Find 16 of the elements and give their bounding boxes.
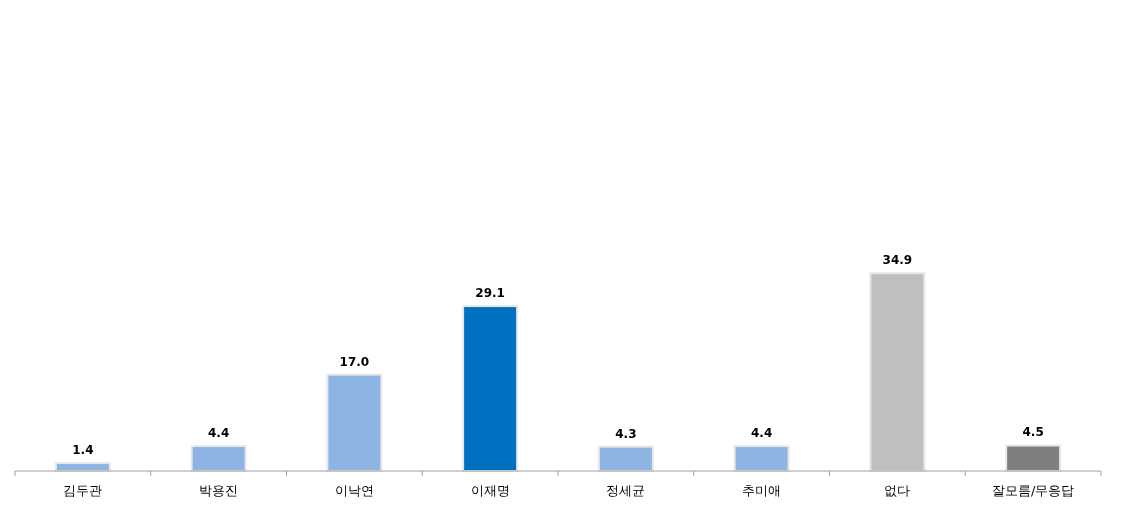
data-label: 4.4 xyxy=(207,426,230,441)
data-label: 34.9 xyxy=(882,253,913,268)
x-tick-label: 김두관 xyxy=(63,483,103,498)
data-label: 29.1 xyxy=(475,286,505,301)
data-label: 4.4 xyxy=(750,426,773,441)
data-label: 4.3 xyxy=(615,426,637,441)
data-label: 1.4 xyxy=(72,443,94,458)
data-label: 17.0 xyxy=(339,354,370,369)
x-tick-label: 없다 xyxy=(884,483,911,498)
x-tick-label: 이낙연 xyxy=(334,483,374,498)
x-tick-label: 추미애 xyxy=(742,483,782,498)
x-tick-label: 정세균 xyxy=(606,483,646,498)
x-tick-label: 잘모름/무응답 xyxy=(991,483,1075,498)
x-tick-label: 박용진 xyxy=(199,483,239,498)
x-tick-label: 이재명 xyxy=(470,483,510,498)
data-label: 4.5 xyxy=(1022,425,1044,440)
